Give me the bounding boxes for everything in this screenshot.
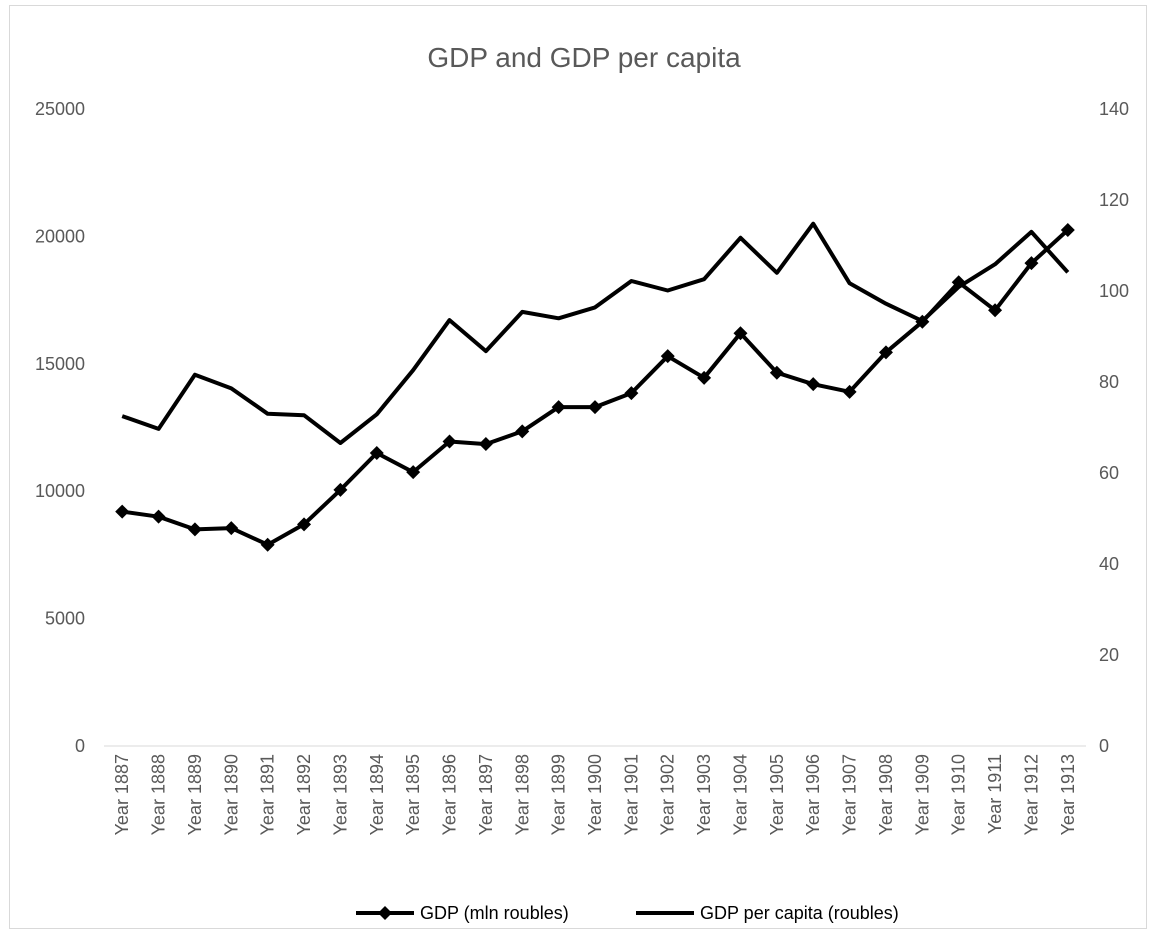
- y-left-tick-label: 25000: [35, 99, 85, 119]
- x-tick-label: Year 1913: [1058, 754, 1078, 835]
- x-tick-label: Year 1900: [585, 754, 605, 835]
- x-tick-label: Year 1912: [1021, 754, 1041, 835]
- x-tick-label: Year 1888: [149, 754, 169, 835]
- y-left-tick-label: 0: [75, 736, 85, 756]
- series-0-point: [406, 465, 421, 480]
- x-tick-label: Year 1898: [512, 754, 532, 835]
- chart-frame: GDP and GDP per capita 0 5000 10000 15000 20…: [9, 5, 1147, 929]
- legend-gdp-marker: [378, 906, 392, 920]
- x-tick-label: Year 1905: [767, 754, 787, 835]
- x-tick-label: Year 1907: [840, 754, 860, 835]
- series-0-point: [769, 365, 784, 380]
- series-0-point: [806, 377, 821, 392]
- series-0-point: [115, 504, 130, 519]
- series-0-point: [988, 303, 1003, 318]
- x-tick-label: Year 1910: [949, 754, 969, 835]
- series-0-point: [515, 424, 530, 439]
- y-right-tick-label: 20: [1099, 645, 1119, 665]
- x-tick-label: Year 1891: [258, 754, 278, 835]
- series-0-point: [1060, 223, 1075, 238]
- y-right-tick-label: 80: [1099, 372, 1119, 392]
- legend: GDP (mln roubles) GDP per capita (rouble…: [356, 903, 899, 923]
- x-tick-label: Year 1904: [730, 754, 750, 835]
- y-right-tick-label: 140: [1099, 99, 1129, 119]
- y-left-tick-label: 15000: [35, 354, 85, 374]
- x-tick-label: Year 1906: [803, 754, 823, 835]
- x-tick-label: Year 1908: [876, 754, 896, 835]
- y-right-tick-label: 60: [1099, 463, 1119, 483]
- x-tick-label: Year 1903: [694, 754, 714, 835]
- x-tick-label: Year 1911: [985, 754, 1005, 834]
- series-0-point: [478, 437, 493, 452]
- series-0-point: [878, 345, 893, 360]
- x-tick-label: Year 1887: [112, 754, 132, 835]
- chart-svg: GDP and GDP per capita 0 5000 10000 15000 20…: [35, 42, 1129, 923]
- y-right-tick-label: 100: [1099, 281, 1129, 301]
- x-tick-label: Year 1897: [476, 754, 496, 835]
- x-tick-label: Year 1909: [912, 754, 932, 835]
- x-tick-label: Year 1893: [330, 754, 350, 835]
- x-tick-label: Year 1896: [440, 754, 460, 835]
- y-right-tick-label: 40: [1099, 554, 1119, 574]
- x-tick-label: Year 1899: [549, 754, 569, 835]
- series-0-point: [151, 509, 166, 524]
- series-0-point: [187, 522, 202, 537]
- y-left-tick-label: 20000: [35, 226, 85, 246]
- y-left-tick-label: 5000: [45, 609, 85, 629]
- y-axis-left: 0 5000 10000 15000 20000 25000: [35, 99, 85, 756]
- y-axis-right: 0 20 40 60 80 100 120 140: [1099, 99, 1129, 756]
- x-tick-label: Year 1890: [221, 754, 241, 835]
- series-0-point: [260, 537, 275, 552]
- x-tick-label: Year 1901: [621, 754, 641, 835]
- x-tick-label: Year 1889: [185, 754, 205, 835]
- series-0-point: [369, 445, 384, 460]
- legend-gdp-label: GDP (mln roubles): [420, 903, 569, 923]
- series-0-point: [842, 384, 857, 399]
- x-tick-label: Year 1895: [403, 754, 423, 835]
- series-0-point: [733, 326, 748, 341]
- series-0-point: [224, 521, 239, 536]
- legend-item-gdp: GDP (mln roubles): [356, 903, 569, 923]
- y-left-tick-label: 10000: [35, 481, 85, 501]
- series-line-1: [121, 221, 1070, 445]
- x-tick-label: Year 1902: [658, 754, 678, 835]
- x-tick-label: Year 1894: [367, 754, 387, 835]
- series-0-point: [442, 434, 457, 449]
- x-tick-label: Year 1892: [294, 754, 314, 835]
- y-right-tick-label: 120: [1099, 190, 1129, 210]
- series-0-point: [1024, 256, 1039, 271]
- series-0-point: [660, 349, 675, 364]
- series-0-point: [624, 386, 639, 401]
- series-0-point: [551, 400, 566, 415]
- series-0-point: [297, 517, 312, 532]
- series-0-point: [333, 482, 348, 497]
- y-right-tick-label: 0: [1099, 736, 1109, 756]
- x-axis: Year 1887 Year 1888 Year 1889 Year 1890 Year…: [112, 754, 1078, 835]
- series-0-point: [588, 400, 602, 415]
- series-line-0: [121, 228, 1070, 547]
- chart-title: GDP and GDP per capita: [427, 42, 741, 73]
- plot-series: [115, 221, 1075, 552]
- legend-gdp-per-capita-label: GDP per capita (roubles): [700, 903, 899, 923]
- legend-item-gdp-per-capita: GDP per capita (roubles): [636, 903, 899, 923]
- series-0-point: [697, 370, 712, 385]
